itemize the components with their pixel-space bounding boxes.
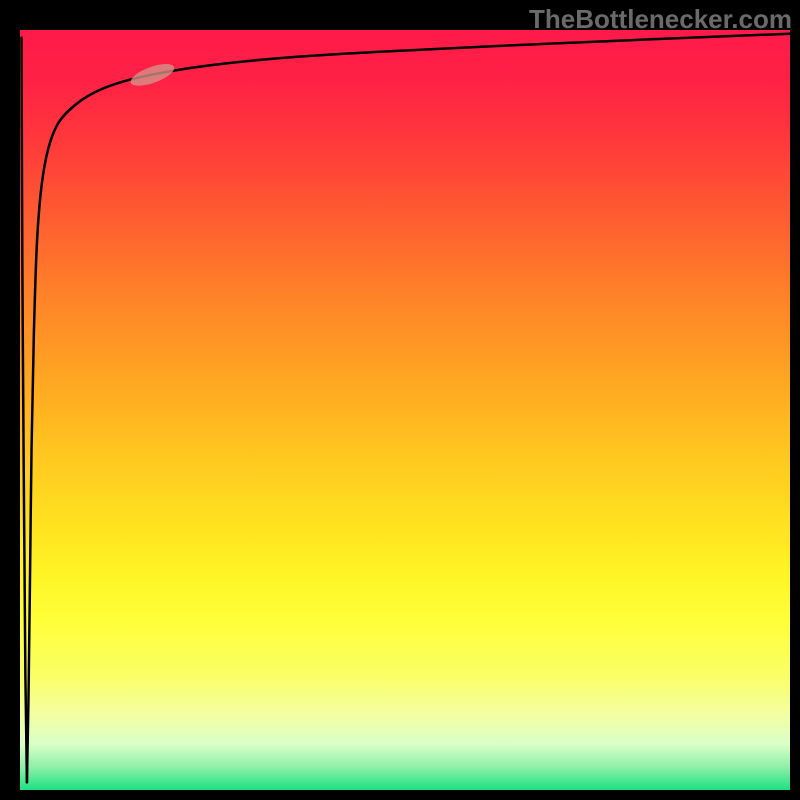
chart-container: TheBottlenecker.com [0,0,800,800]
watermark-label: TheBottlenecker.com [529,4,792,35]
chart-plot-background [20,30,790,790]
